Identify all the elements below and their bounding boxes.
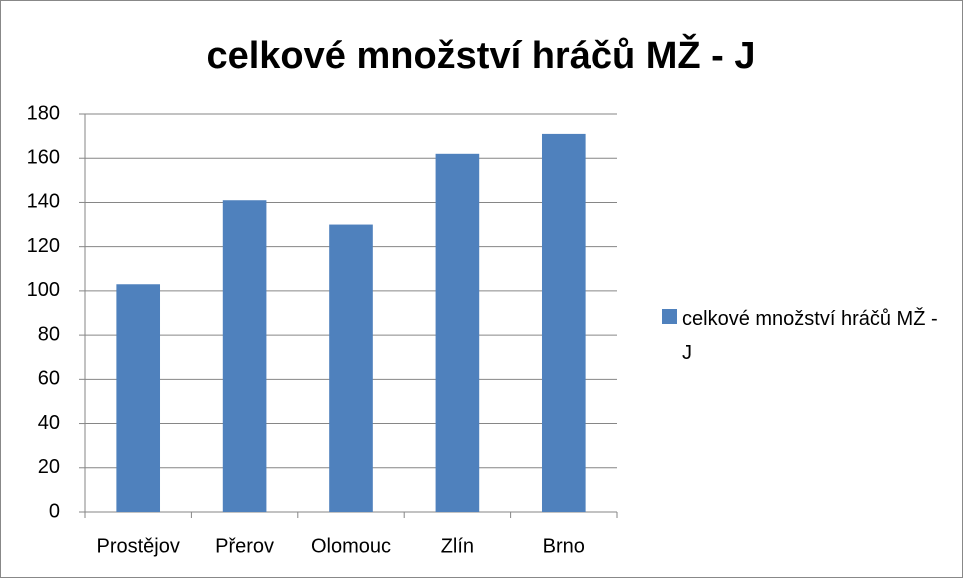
x-tick-label: Zlín: [441, 535, 474, 557]
y-tick-label: 160: [27, 147, 60, 169]
x-tick-label: Olomouc: [311, 535, 391, 557]
y-tick-label: 0: [49, 500, 60, 522]
y-tick-label: 20: [38, 456, 60, 478]
x-tick-label: Brno: [543, 535, 585, 557]
y-tick-label: 60: [38, 368, 60, 390]
bar: [116, 284, 161, 512]
bar: [541, 133, 586, 512]
legend-label: celkové množství hráčů MŽ - J: [682, 308, 938, 364]
y-tick-label: 180: [27, 102, 60, 124]
bar: [329, 224, 373, 513]
bar: [435, 153, 480, 513]
y-tick-label: 140: [27, 191, 60, 213]
y-tick-label: 40: [38, 412, 60, 434]
chart-title: celkové množství hráčů MŽ - J: [206, 33, 755, 77]
bar: [222, 200, 267, 512]
x-tick-label: Prostějov: [97, 535, 180, 557]
x-tick-label: Přerov: [215, 535, 274, 557]
legend-swatch: [662, 309, 677, 324]
y-tick-label: 120: [27, 235, 60, 257]
y-tick-label: 100: [27, 279, 60, 301]
y-tick-label: 80: [38, 323, 60, 345]
